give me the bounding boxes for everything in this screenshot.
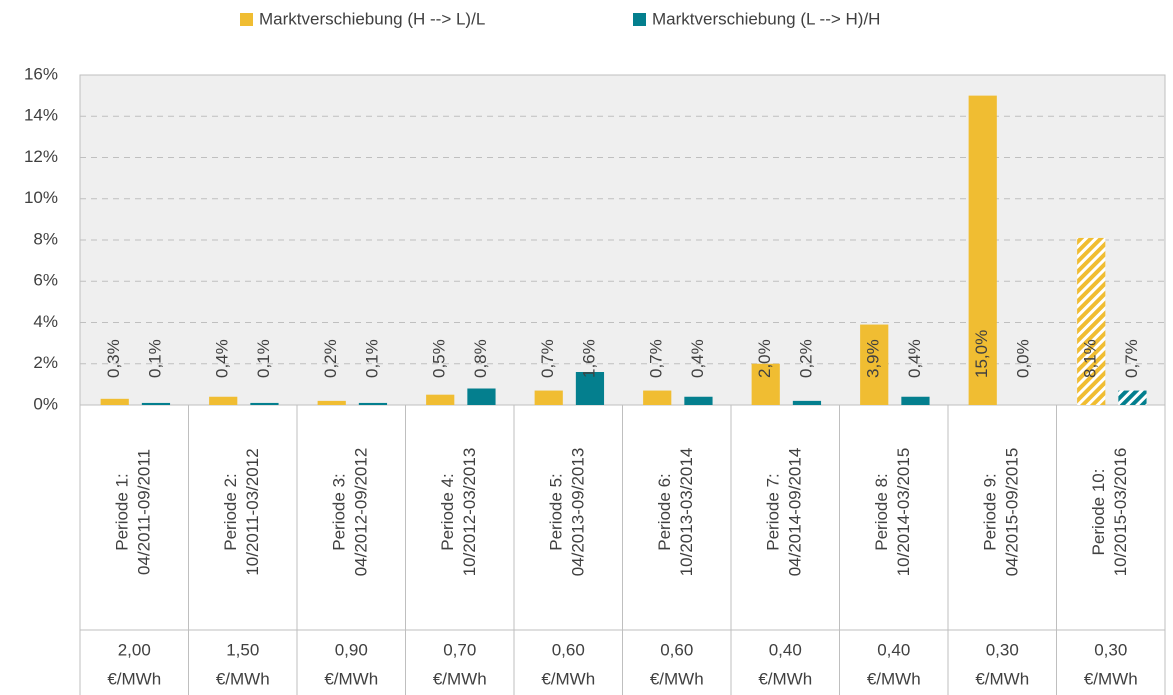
data-label: 0,7% [1122, 339, 1141, 378]
bar [534, 390, 563, 405]
data-label: 2,0% [755, 339, 774, 378]
x-tick-label: 10/2013-03/2014 [677, 448, 696, 577]
x-tick-label: 04/2013-09/2013 [569, 448, 588, 577]
data-label: 0,2% [796, 339, 815, 378]
price-unit: €/MWh [324, 669, 378, 688]
x-tick-label: 04/2011-09/2011 [135, 449, 154, 575]
price: 0,70 [443, 640, 476, 659]
data-label: 0,2% [321, 339, 340, 378]
price: 0,30 [1094, 640, 1127, 659]
price: 0,60 [660, 640, 693, 659]
bar [751, 363, 780, 405]
x-tick-label: 10/2012-03/2013 [460, 448, 479, 577]
x-tick-label: Periode 6: [655, 473, 674, 551]
x-tick-label: 04/2014-09/2014 [786, 448, 805, 577]
bar [575, 372, 605, 405]
y-tick-label: 16% [24, 64, 58, 83]
price: 2,00 [118, 640, 151, 659]
bar [358, 402, 388, 405]
data-label: 0,7% [538, 339, 557, 378]
price: 0,40 [877, 640, 910, 659]
bar [643, 390, 672, 405]
data-label: 0,1% [145, 339, 164, 378]
bar [860, 324, 889, 405]
x-tick-label: Periode 1: [113, 473, 132, 551]
bar [901, 396, 930, 405]
y-tick-label: 4% [33, 312, 58, 331]
y-tick-label: 2% [33, 353, 58, 372]
data-label: 15,0% [972, 330, 991, 378]
price: 0,90 [335, 640, 368, 659]
price: 0,40 [769, 640, 802, 659]
legend-swatch [240, 13, 253, 26]
data-label: 0,0% [1013, 339, 1032, 378]
x-tick-label: Periode 5: [547, 473, 566, 551]
bar [209, 396, 238, 405]
x-tick-label: Periode 3: [330, 473, 349, 551]
data-label: 0,4% [688, 339, 707, 378]
data-label: 0,1% [254, 339, 273, 378]
bar [141, 402, 171, 405]
x-tick-label: 04/2012-09/2012 [352, 448, 371, 577]
price-unit: €/MWh [650, 669, 704, 688]
x-tick-label: Periode 7: [764, 473, 783, 551]
x-tick-label: Periode 8: [872, 473, 891, 551]
bar [1077, 237, 1106, 405]
bar [317, 400, 346, 405]
data-label: 1,6% [579, 339, 598, 378]
x-tick-label: Periode 10: [1089, 469, 1108, 556]
legend-label: Marktverschiebung (H --> L)/L [259, 9, 485, 28]
x-tick-label: 10/2011-03/2012 [243, 448, 262, 575]
price-unit: €/MWh [433, 669, 487, 688]
bar [100, 398, 129, 405]
data-label: 8,1% [1081, 339, 1100, 378]
price-unit: €/MWh [1084, 669, 1138, 688]
data-label: 0,8% [471, 339, 490, 378]
data-label: 3,9% [864, 339, 883, 378]
price: 0,30 [986, 640, 1019, 659]
price-unit: €/MWh [975, 669, 1029, 688]
bar [426, 394, 455, 405]
price-unit: €/MWh [107, 669, 161, 688]
legend-swatch [633, 13, 646, 26]
price-unit: €/MWh [867, 669, 921, 688]
x-tick-label: Periode 9: [981, 473, 1000, 551]
y-tick-label: 14% [24, 106, 58, 125]
price-unit: €/MWh [758, 669, 812, 688]
x-tick-label: 04/2015-09/2015 [1003, 448, 1022, 577]
x-tick-label: 10/2014-03/2015 [894, 448, 913, 577]
price-unit: €/MWh [541, 669, 595, 688]
x-tick-label: 10/2015-03/2016 [1111, 448, 1130, 577]
price: 1,50 [226, 640, 259, 659]
data-label: 0,7% [647, 339, 666, 378]
x-tick-label: Periode 4: [438, 473, 457, 551]
bar [250, 402, 279, 405]
bar [792, 400, 822, 405]
price: 0,60 [552, 640, 585, 659]
data-label: 0,5% [430, 339, 449, 378]
y-tick-label: 6% [33, 271, 58, 290]
y-tick-label: 0% [33, 394, 58, 413]
legend-label: Marktverschiebung (L --> H)/H [652, 9, 880, 28]
price-unit: €/MWh [216, 669, 270, 688]
y-tick-label: 10% [24, 188, 58, 207]
bar [467, 388, 496, 405]
y-tick-label: 12% [24, 147, 58, 166]
bar [1118, 390, 1147, 405]
bar [968, 95, 997, 405]
x-tick-label: Periode 2: [221, 473, 240, 551]
data-label: 0,4% [213, 339, 232, 378]
data-label: 0,3% [104, 339, 123, 378]
bar [684, 396, 713, 405]
data-label: 0,1% [362, 339, 381, 378]
y-tick-label: 8% [33, 229, 58, 248]
data-label: 0,4% [905, 339, 924, 378]
